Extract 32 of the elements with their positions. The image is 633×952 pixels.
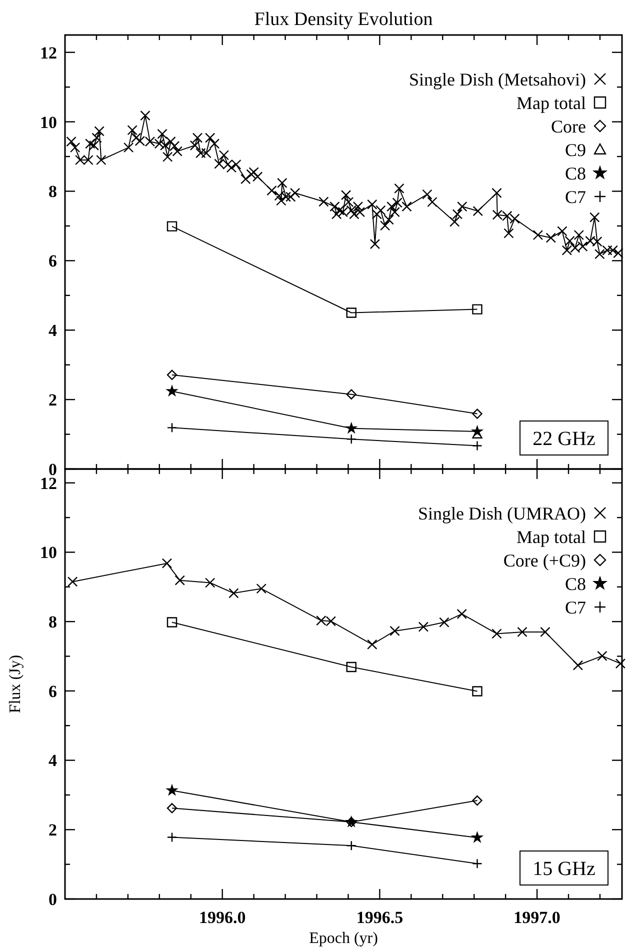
- y-tick-label: 12: [40, 43, 57, 62]
- legend-label: Map total: [516, 92, 586, 113]
- y-tick-label: 4: [48, 321, 58, 340]
- legend-label: C7: [564, 597, 586, 618]
- x-tick-label: 1996.0: [198, 908, 246, 927]
- y-tick-label: 6: [48, 682, 57, 701]
- annotation: 22 GHz: [532, 428, 596, 450]
- y-tick-label: 4: [48, 751, 58, 770]
- legend-label: Core: [551, 116, 586, 136]
- legend-label: C7: [564, 186, 586, 207]
- y-tick-label: 10: [40, 543, 57, 562]
- y-tick-label: 0: [48, 890, 57, 909]
- legend-label: C8: [564, 574, 586, 594]
- annotation: 15 GHz: [532, 858, 596, 880]
- y-tick-label: 8: [48, 182, 57, 202]
- legend-label: Core (+C9): [503, 550, 586, 570]
- y-tick-label: 8: [48, 612, 57, 632]
- y-axis-title: Flux (Jy): [7, 654, 24, 714]
- x-tick-label: 1997.0: [514, 908, 560, 927]
- y-tick-label: 2: [48, 390, 57, 410]
- x-tick-label: 1996.5: [356, 908, 404, 927]
- y-tick-label: 2: [48, 820, 57, 840]
- legend-label: C9: [564, 140, 586, 160]
- legend-label: Map total: [516, 526, 586, 547]
- y-tick-label: 0: [48, 460, 57, 479]
- y-tick-label: 10: [40, 112, 57, 132]
- x-axis-title: Epoch (yr): [309, 930, 378, 947]
- legend-label: Single Dish (Metsahovi): [409, 69, 586, 90]
- chart-title: Flux Density Evolution: [254, 9, 434, 30]
- legend-label: Single Dish (UMRAO): [418, 503, 586, 524]
- y-tick-label: 6: [48, 252, 57, 271]
- legend-label: C8: [564, 163, 586, 184]
